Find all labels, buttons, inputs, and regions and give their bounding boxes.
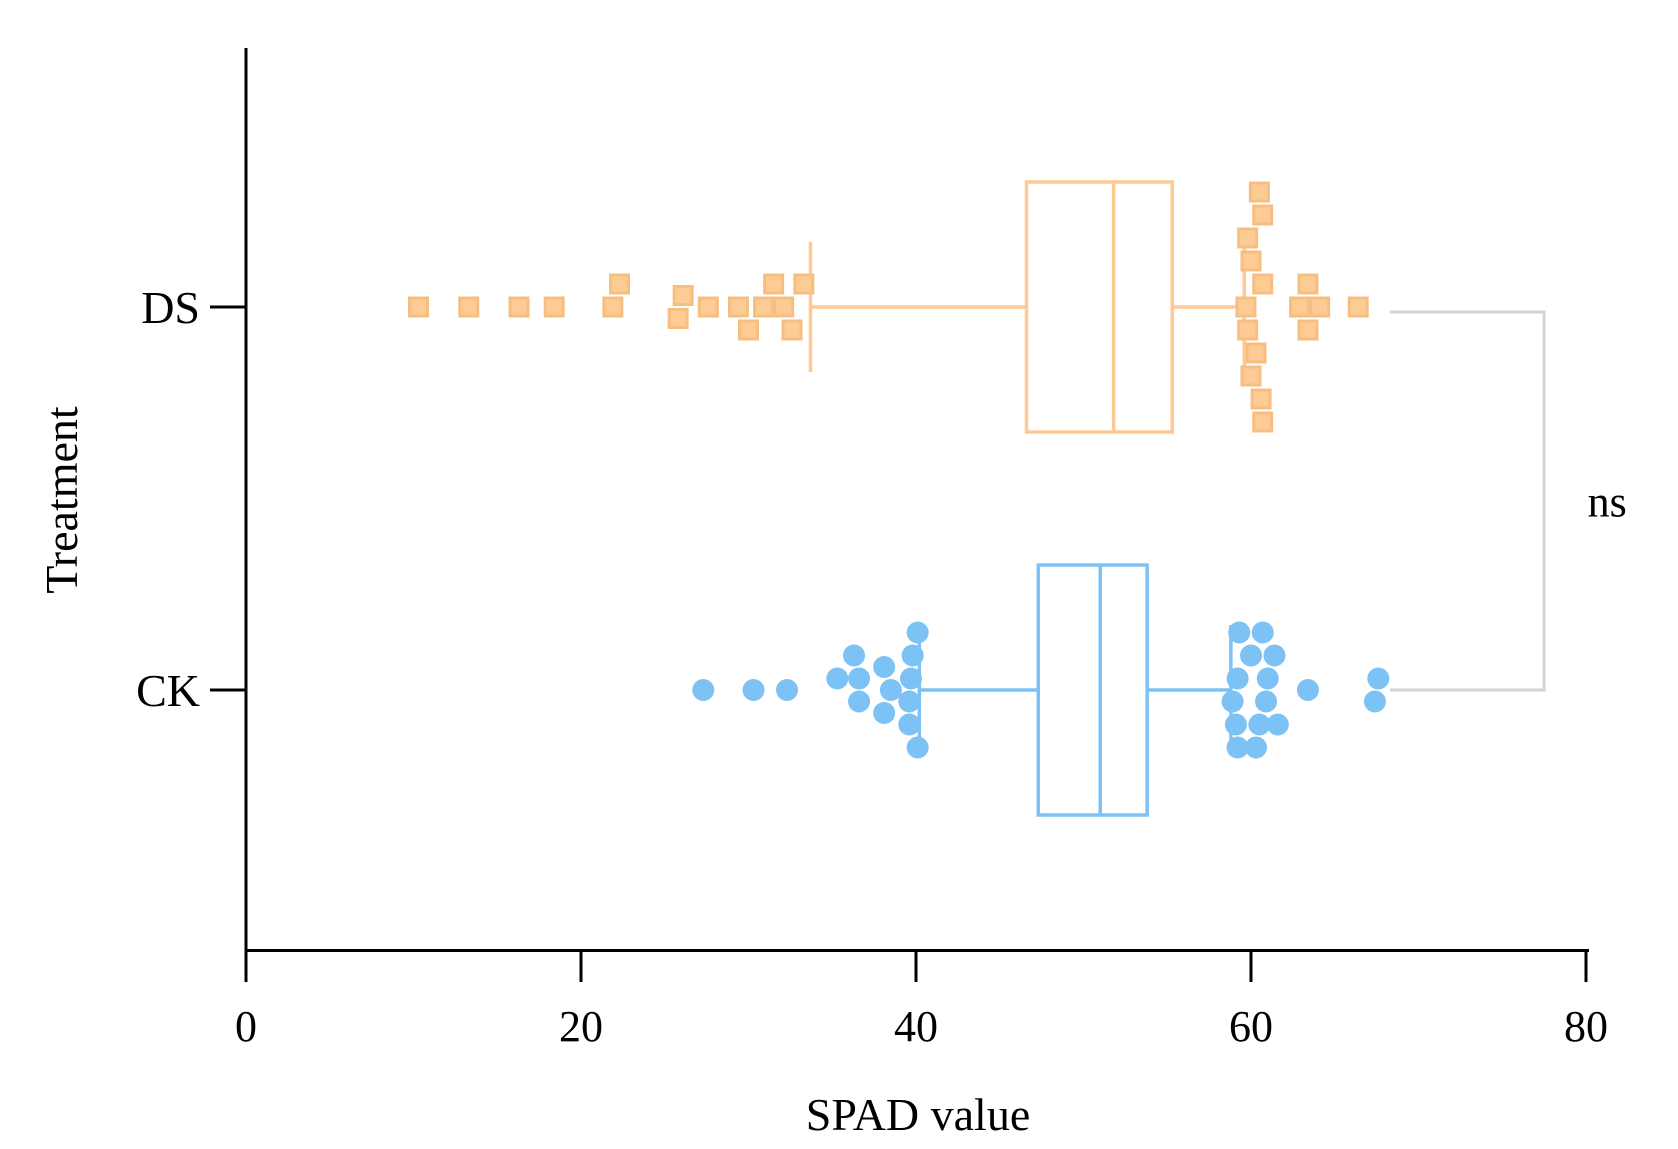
- data-point: [543, 296, 565, 318]
- data-point: [692, 679, 715, 701]
- data-point: [1296, 679, 1319, 701]
- y-category-label: DS: [141, 282, 200, 333]
- data-point: [1240, 365, 1262, 387]
- data-point: [1240, 250, 1262, 272]
- x-tick-label: 0: [235, 1002, 257, 1051]
- data-point: [1363, 690, 1386, 713]
- data-point: [727, 296, 749, 318]
- data-point: [1266, 713, 1289, 736]
- data-point: [793, 273, 815, 295]
- series-ds: [408, 180, 1369, 434]
- data-point: [408, 296, 430, 318]
- data-point: [672, 285, 694, 306]
- box-iqr: [1036, 563, 1149, 817]
- data-point: [873, 702, 896, 724]
- data-point: [1252, 204, 1274, 226]
- x-axis-title: SPAD value: [806, 1089, 1031, 1140]
- data-point: [1256, 667, 1279, 690]
- data-point: [1252, 273, 1274, 295]
- data-point: [906, 621, 929, 644]
- series-ck: [692, 563, 1390, 817]
- data-point: [848, 667, 871, 690]
- data-point: [776, 679, 799, 701]
- box-iqr: [1024, 180, 1175, 434]
- data-point: [1245, 736, 1268, 759]
- data-point: [1248, 713, 1271, 736]
- data-point: [1347, 296, 1369, 318]
- data-point: [1248, 181, 1270, 203]
- data-point: [1224, 713, 1247, 736]
- data-point: [1226, 736, 1249, 759]
- x-ticks: 0 20 40 60 80: [235, 950, 1608, 1051]
- x-tick-label: 20: [559, 1002, 603, 1051]
- axes: 0 20 40 60 80 DS CK SPAD value Treatment: [36, 48, 1608, 1140]
- data-point: [508, 296, 530, 318]
- x-tick-label: 60: [1229, 1002, 1273, 1051]
- significance-bracket: ns: [1390, 310, 1627, 692]
- data-point: [906, 736, 929, 759]
- data-point: [873, 656, 896, 678]
- data-point: [899, 667, 922, 690]
- data-point: [1250, 388, 1272, 410]
- data-point: [1255, 690, 1278, 713]
- data-point: [1251, 621, 1274, 644]
- data-point: [898, 713, 921, 736]
- data-point: [667, 308, 689, 329]
- data-point: [1237, 319, 1259, 341]
- data-point: [1252, 411, 1274, 433]
- plot-area: [408, 180, 1390, 817]
- data-point: [753, 296, 775, 318]
- data-point: [901, 644, 924, 667]
- data-point: [738, 319, 759, 341]
- data-point: [1221, 690, 1244, 713]
- data-point: [1226, 667, 1249, 690]
- data-point: [1309, 296, 1331, 318]
- data-point: [1235, 296, 1257, 318]
- data-point: [602, 296, 624, 318]
- data-point: [1297, 319, 1319, 341]
- x-tick-label: 80: [1564, 1002, 1608, 1051]
- x-tick-label: 40: [894, 1002, 938, 1051]
- data-point: [763, 273, 785, 295]
- data-point: [697, 296, 719, 318]
- data-point: [773, 296, 795, 318]
- data-point: [1367, 667, 1390, 690]
- data-point: [458, 296, 480, 318]
- data-point: [1237, 227, 1259, 249]
- data-point: [1245, 342, 1267, 364]
- data-point: [898, 690, 921, 713]
- data-point: [879, 679, 902, 701]
- significance-label: ns: [1588, 478, 1627, 527]
- data-point: [1240, 644, 1262, 667]
- data-point: [1263, 644, 1286, 667]
- data-point: [1289, 296, 1311, 318]
- data-point: [848, 690, 871, 713]
- significance-bracket-line: [1390, 310, 1546, 692]
- y-axis-title: Treatment: [36, 406, 87, 594]
- y-category-label: CK: [136, 665, 200, 716]
- data-point: [609, 273, 631, 295]
- y-categories: DS CK: [136, 282, 246, 716]
- data-point: [843, 644, 866, 667]
- data-point: [1228, 621, 1251, 644]
- data-point: [826, 667, 849, 690]
- data-point: [781, 319, 803, 341]
- data-point: [1297, 273, 1319, 295]
- data-point: [742, 679, 765, 701]
